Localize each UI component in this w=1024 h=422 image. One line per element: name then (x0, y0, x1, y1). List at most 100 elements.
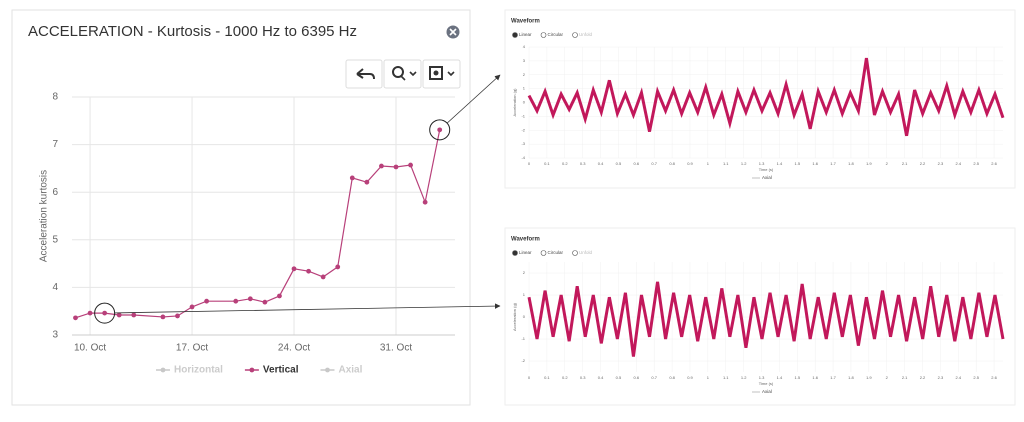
highlight-circle (429, 119, 451, 141)
settings-button[interactable] (422, 59, 461, 89)
x-axis-label: Time (s) (759, 167, 774, 172)
radio-label: Unfold (579, 32, 593, 37)
x-tick-label: 0 (528, 161, 531, 166)
legend-label: Axial (338, 365, 362, 376)
x-tick-label: 2.4 (956, 375, 962, 380)
data-point (437, 127, 443, 133)
y-tick-label: -4 (521, 155, 525, 160)
x-tick-label: 1.2 (741, 161, 747, 166)
x-tick-label: 0.1 (544, 161, 550, 166)
panel-title: ACCELERATION - Kurtosis - 1000 Hz to 639… (28, 23, 357, 40)
x-tick-label: 0.7 (651, 375, 657, 380)
x-tick-label: 17. Oct (176, 343, 208, 354)
y-tick-label: -2 (521, 127, 525, 132)
highlight-circle (94, 302, 116, 324)
y-tick-label: 2 (523, 72, 526, 77)
legend-label: Vertical (263, 365, 299, 376)
data-point (422, 199, 428, 205)
radio (572, 32, 578, 38)
y-axis-label: Acceleration (g) (512, 302, 517, 331)
radio-option[interactable]: Circular (540, 32, 564, 38)
data-point (87, 310, 93, 316)
radio-label: Circular (548, 32, 564, 37)
panel-title: Waveform (511, 19, 540, 25)
x-tick-label: 1 (707, 375, 710, 380)
data-point (306, 268, 311, 274)
x-tick-label: 0.5 (616, 375, 622, 380)
x-tick-label: 0.7 (651, 161, 657, 166)
x-tick-label: 0.3 (580, 375, 586, 380)
y-tick-label: 0 (523, 100, 526, 105)
radio-option[interactable]: Linear (512, 32, 533, 38)
data-point (379, 163, 384, 169)
data-point (393, 164, 399, 170)
y-tick-label: 3 (52, 330, 58, 341)
y-tick-label: 2 (523, 270, 526, 275)
zoom-button[interactable] (383, 59, 422, 89)
x-tick-label: 31. Oct (380, 343, 412, 354)
close-button[interactable] (446, 25, 460, 39)
waveform-line (527, 57, 1005, 137)
data-point (277, 293, 282, 299)
legend-symbol (249, 367, 255, 373)
y-axis-label: Acceleration kurtosis (39, 170, 50, 262)
x-tick-label: 2.1 (902, 161, 908, 166)
data-point (320, 274, 326, 280)
legend-symbol (160, 367, 166, 373)
x-tick-label: 2.2 (920, 161, 926, 166)
radio-option[interactable]: Unfold (572, 250, 593, 256)
x-tick-label: 2 (886, 375, 889, 380)
x-tick-label: 0.4 (598, 161, 604, 166)
x-tick-label: 0.6 (634, 161, 640, 166)
x-tick-label: 2.5 (973, 161, 979, 166)
data-point (160, 314, 166, 320)
radio-option[interactable]: Unfold (572, 32, 593, 38)
annotation-arrow (446, 74, 501, 124)
y-tick-label: 5 (52, 234, 58, 245)
data-point (408, 162, 413, 168)
legend-item[interactable]: Vertical (244, 365, 299, 376)
x-tick-label: 24. Oct (278, 343, 310, 354)
y-axis-label: Acceleration (g) (512, 88, 517, 117)
x-tick-label: 1.8 (848, 161, 854, 166)
x-tick-label: 1 (707, 161, 710, 166)
radio (540, 32, 547, 38)
data-point (349, 175, 355, 181)
x-tick-label: 1.6 (812, 375, 818, 380)
data-point (131, 312, 137, 318)
legend-item[interactable]: Horizontal (156, 365, 223, 376)
x-tick-label: 0.1 (544, 375, 550, 380)
x-tick-label: 0.2 (562, 375, 568, 380)
y-tick-label: 4 (523, 44, 526, 49)
x-tick-label: 0.4 (598, 375, 604, 380)
legend-symbol (325, 367, 330, 373)
x-tick-label: 2.2 (920, 375, 926, 380)
legend-item[interactable]: Axial (320, 365, 363, 376)
x-tick-label: 0.3 (580, 161, 586, 166)
x-tick-label: 2.4 (956, 161, 962, 166)
x-tick-label: 1.4 (777, 375, 783, 380)
x-tick-label: 0.9 (687, 375, 693, 380)
x-tick-label: 1.7 (830, 375, 836, 380)
radio-label: Circular (548, 250, 564, 255)
x-tick-label: 0.8 (669, 375, 675, 380)
y-tick-label: 1 (523, 292, 526, 297)
radio-option[interactable]: Circular (540, 250, 564, 256)
x-tick-label: 2.3 (938, 161, 944, 166)
data-point (102, 310, 108, 316)
x-tick-label: 1.1 (723, 375, 729, 380)
y-tick-label: 0 (523, 314, 526, 319)
x-tick-label: 1.5 (795, 375, 801, 380)
radio-label: Unfold (579, 250, 593, 255)
undo-button[interactable] (345, 59, 383, 89)
x-tick-label: 1.4 (777, 161, 783, 166)
x-tick-label: 0.8 (669, 161, 675, 166)
y-tick-label: -3 (521, 141, 525, 146)
x-tick-label: 1.2 (741, 375, 747, 380)
data-point (175, 313, 180, 319)
radio-option[interactable]: Linear (512, 250, 533, 256)
y-tick-label: 1 (523, 86, 526, 91)
x-axis-label: Time (s) (759, 381, 774, 386)
panel-title: Waveform (511, 237, 540, 243)
